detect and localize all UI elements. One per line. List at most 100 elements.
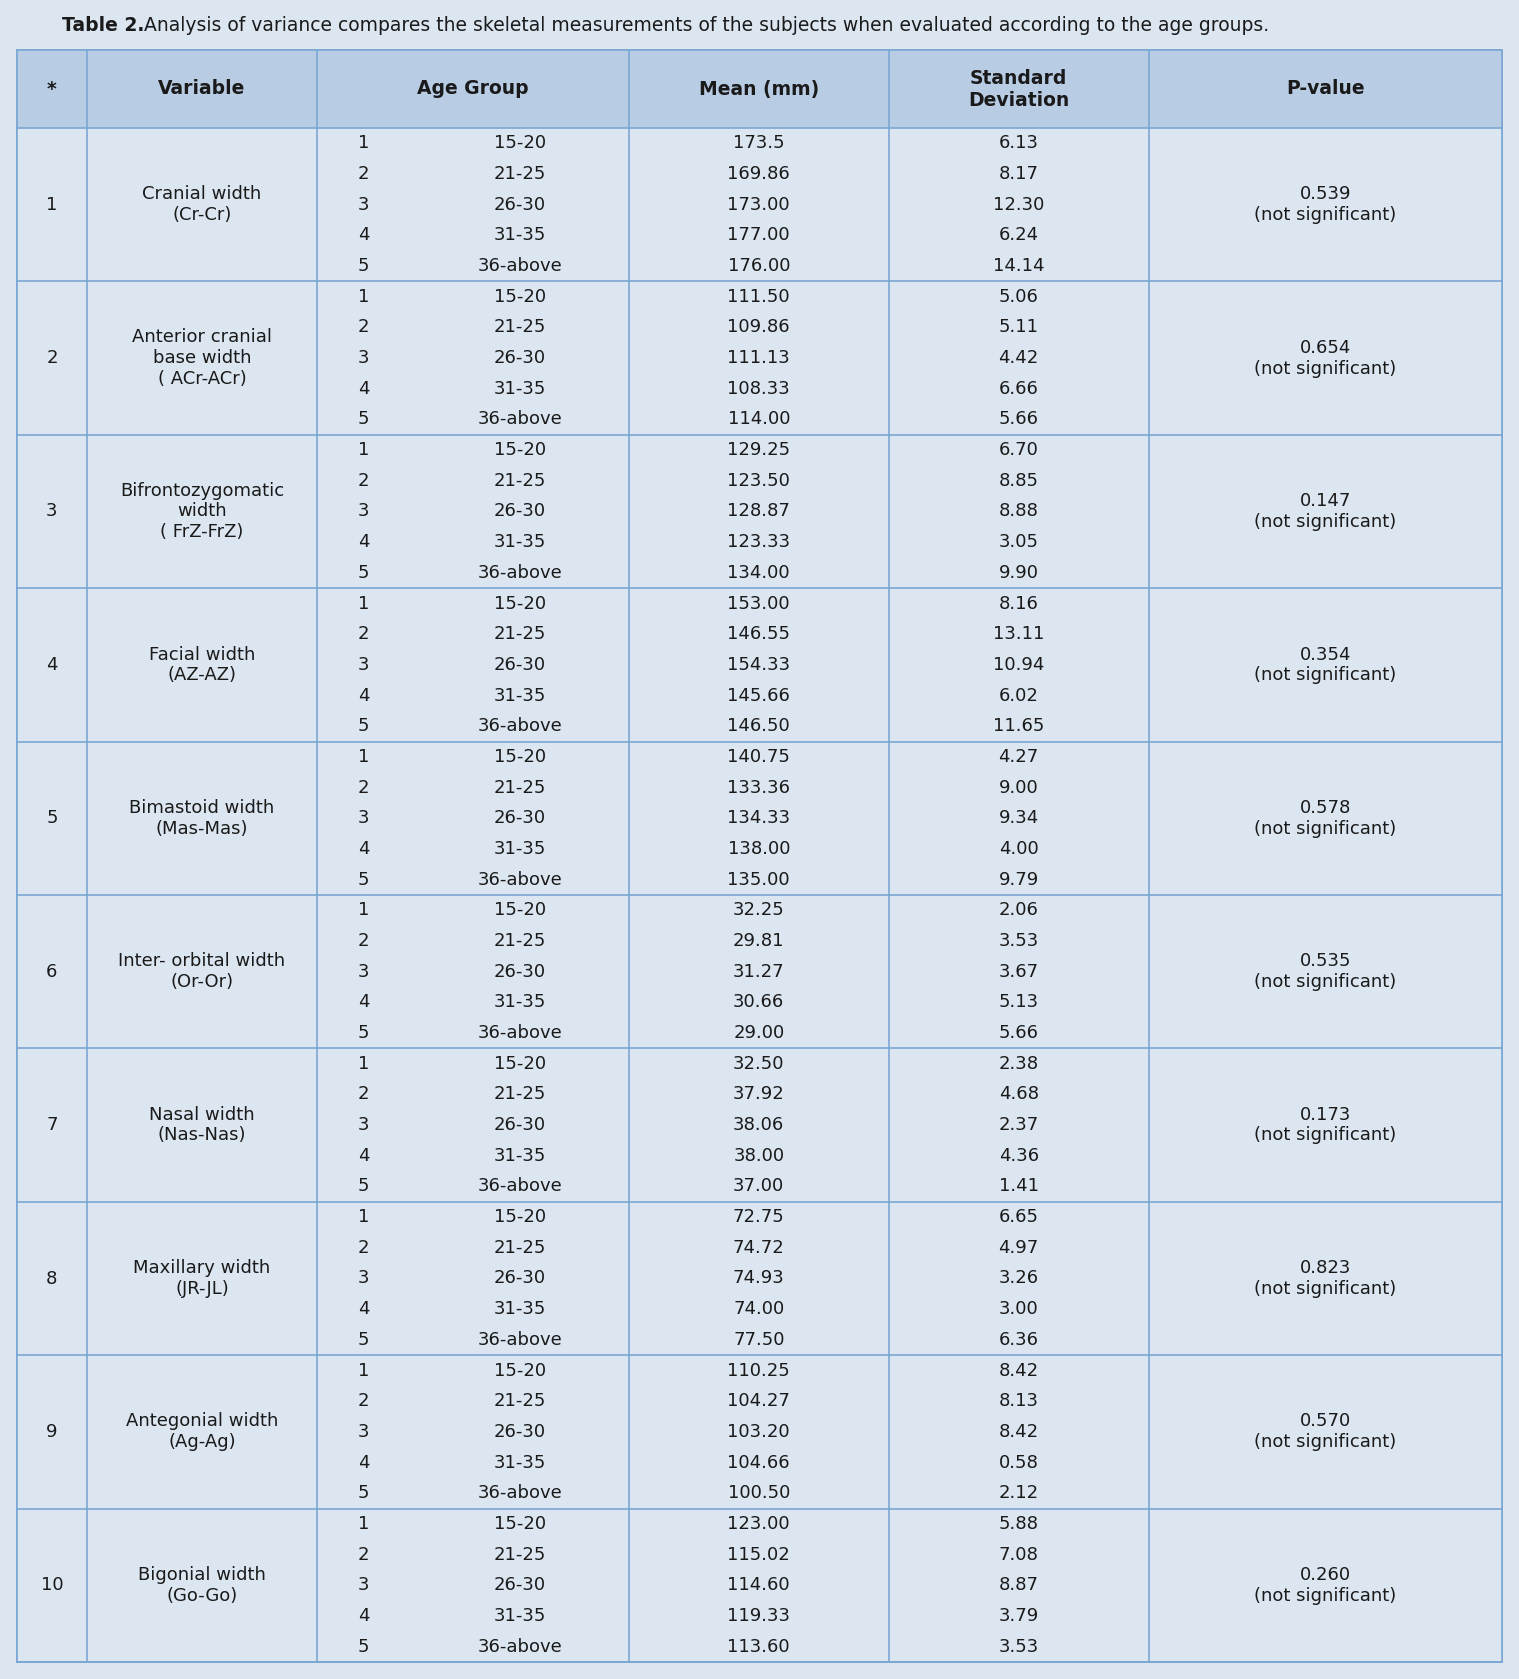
Text: 72.75: 72.75 <box>732 1209 785 1226</box>
Text: 29.81: 29.81 <box>734 932 784 950</box>
Text: 21-25: 21-25 <box>494 165 545 183</box>
Text: 2.38: 2.38 <box>998 1054 1039 1073</box>
Text: 6: 6 <box>46 962 58 981</box>
Text: 26-30: 26-30 <box>494 1422 545 1441</box>
Text: 77.50: 77.50 <box>734 1331 784 1348</box>
Text: 5: 5 <box>358 1484 369 1503</box>
Text: 8.16: 8.16 <box>998 594 1039 613</box>
Text: 1: 1 <box>358 1209 369 1226</box>
Text: 3.00: 3.00 <box>1000 1300 1039 1318</box>
Text: 4: 4 <box>358 227 369 245</box>
Text: 13.11: 13.11 <box>993 625 1045 643</box>
Text: 0.570
(not significant): 0.570 (not significant) <box>1255 1412 1396 1451</box>
Text: 135.00: 135.00 <box>728 871 790 888</box>
Text: 0.58: 0.58 <box>998 1454 1039 1471</box>
Text: 0.578
(not significant): 0.578 (not significant) <box>1255 799 1396 838</box>
Text: 8.42: 8.42 <box>998 1362 1039 1380</box>
Text: 4: 4 <box>358 379 369 398</box>
Text: 21-25: 21-25 <box>494 779 545 796</box>
Text: 3: 3 <box>358 196 369 213</box>
Text: 31-35: 31-35 <box>494 840 545 858</box>
Text: 26-30: 26-30 <box>494 809 545 828</box>
Text: 4: 4 <box>358 534 369 551</box>
Text: 5.06: 5.06 <box>998 287 1039 306</box>
Text: 15-20: 15-20 <box>494 1362 545 1380</box>
Text: 4.97: 4.97 <box>998 1239 1039 1258</box>
Text: 3: 3 <box>358 349 369 368</box>
Text: Analysis of variance compares the skeletal measurements of the subjects when eva: Analysis of variance compares the skelet… <box>138 17 1270 35</box>
Text: 2: 2 <box>358 1546 369 1563</box>
Text: 134.00: 134.00 <box>728 564 790 583</box>
Text: 154.33: 154.33 <box>728 656 790 673</box>
Text: 26-30: 26-30 <box>494 962 545 981</box>
Text: 119.33: 119.33 <box>728 1607 790 1625</box>
Text: 4.42: 4.42 <box>998 349 1039 368</box>
Text: 31-35: 31-35 <box>494 1300 545 1318</box>
Text: 2.37: 2.37 <box>998 1117 1039 1133</box>
Text: 9.34: 9.34 <box>998 809 1039 828</box>
Text: 5: 5 <box>46 809 58 828</box>
Text: 0.147
(not significant): 0.147 (not significant) <box>1255 492 1396 531</box>
Text: P-value: P-value <box>1287 79 1364 99</box>
Text: 2: 2 <box>358 1085 369 1103</box>
Text: 140.75: 140.75 <box>728 747 790 766</box>
Text: Variable: Variable <box>158 79 246 99</box>
Text: 108.33: 108.33 <box>728 379 790 398</box>
Text: 2: 2 <box>46 349 58 368</box>
Text: 114.60: 114.60 <box>728 1577 790 1595</box>
Text: 14.14: 14.14 <box>993 257 1045 275</box>
Text: 3: 3 <box>358 1422 369 1441</box>
Text: Maxillary width
(JR-JL): Maxillary width (JR-JL) <box>134 1259 270 1298</box>
Text: 4: 4 <box>358 840 369 858</box>
Text: 6.13: 6.13 <box>998 134 1039 153</box>
Text: 2.06: 2.06 <box>998 902 1039 920</box>
Text: 4: 4 <box>358 687 369 705</box>
Text: 133.36: 133.36 <box>728 779 790 796</box>
Text: 21-25: 21-25 <box>494 1085 545 1103</box>
Text: 21-25: 21-25 <box>494 472 545 490</box>
Text: 2: 2 <box>358 472 369 490</box>
Bar <box>17 1355 1502 1509</box>
Text: 2: 2 <box>358 625 369 643</box>
Text: 36-above: 36-above <box>477 1024 562 1043</box>
Text: 4.36: 4.36 <box>998 1147 1039 1165</box>
Text: 3: 3 <box>358 809 369 828</box>
Text: 9: 9 <box>46 1422 58 1441</box>
Text: 5: 5 <box>358 1637 369 1655</box>
Text: 8.17: 8.17 <box>998 165 1039 183</box>
Text: 10.94: 10.94 <box>993 656 1045 673</box>
Text: 74.00: 74.00 <box>734 1300 784 1318</box>
Text: 176.00: 176.00 <box>728 257 790 275</box>
Text: 1: 1 <box>358 1054 369 1073</box>
Text: Inter- orbital width
(Or-Or): Inter- orbital width (Or-Or) <box>118 952 286 991</box>
Text: Antegonial width
(Ag-Ag): Antegonial width (Ag-Ag) <box>126 1412 278 1451</box>
Text: 129.25: 129.25 <box>728 442 790 458</box>
Text: 36-above: 36-above <box>477 257 562 275</box>
Text: 12.30: 12.30 <box>993 196 1045 213</box>
Bar <box>17 895 1502 1048</box>
Text: 134.33: 134.33 <box>728 809 790 828</box>
Text: 36-above: 36-above <box>477 1484 562 1503</box>
Text: 4: 4 <box>358 1454 369 1471</box>
Text: 4.68: 4.68 <box>998 1085 1039 1103</box>
Text: 36-above: 36-above <box>477 871 562 888</box>
Text: 5.88: 5.88 <box>998 1514 1039 1533</box>
Text: 1: 1 <box>358 902 369 920</box>
Text: 31.27: 31.27 <box>734 962 785 981</box>
Text: 15-20: 15-20 <box>494 1054 545 1073</box>
Text: 74.72: 74.72 <box>732 1239 785 1258</box>
Text: 1: 1 <box>46 196 58 213</box>
Text: 21-25: 21-25 <box>494 932 545 950</box>
Text: 15-20: 15-20 <box>494 134 545 153</box>
Text: 3.26: 3.26 <box>998 1269 1039 1288</box>
Text: 5: 5 <box>358 871 369 888</box>
Text: 26-30: 26-30 <box>494 502 545 520</box>
Text: 3: 3 <box>358 1577 369 1595</box>
Text: 1: 1 <box>358 134 369 153</box>
Text: 29.00: 29.00 <box>734 1024 784 1043</box>
Bar <box>17 128 1502 282</box>
Text: 111.50: 111.50 <box>728 287 790 306</box>
Text: 5.66: 5.66 <box>998 410 1039 428</box>
Text: 21-25: 21-25 <box>494 1392 545 1410</box>
Text: 31-35: 31-35 <box>494 994 545 1011</box>
